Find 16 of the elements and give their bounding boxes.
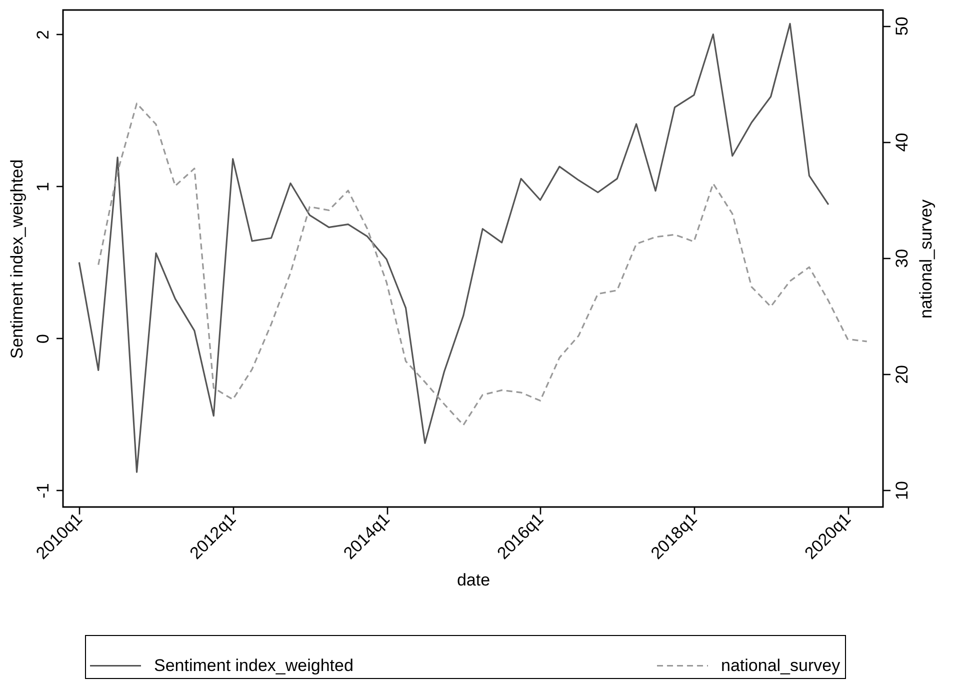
- y2-tick-label: 20: [892, 364, 912, 384]
- y-tick-label: 1: [34, 182, 52, 192]
- y2-tick-label: 40: [892, 132, 912, 152]
- y2-axis-title: national_survey: [916, 198, 936, 319]
- y2-tick-label: 10: [892, 481, 912, 500]
- line-series: [78, 22, 830, 473]
- y-tick-label: 2: [34, 30, 52, 40]
- y2-tick-label: 30: [892, 248, 912, 268]
- y-axis-title: Sentiment index_weighted: [8, 159, 26, 359]
- y-tick-label: -1: [34, 483, 52, 498]
- legend-label: Sentiment index_weighted: [154, 656, 354, 675]
- legend-label: national_survey: [721, 656, 841, 675]
- y-tick-label: 0: [34, 334, 52, 344]
- y2-tick-label: 50: [892, 16, 912, 36]
- line-series: [98, 102, 868, 426]
- x-axis-title: date: [456, 570, 490, 590]
